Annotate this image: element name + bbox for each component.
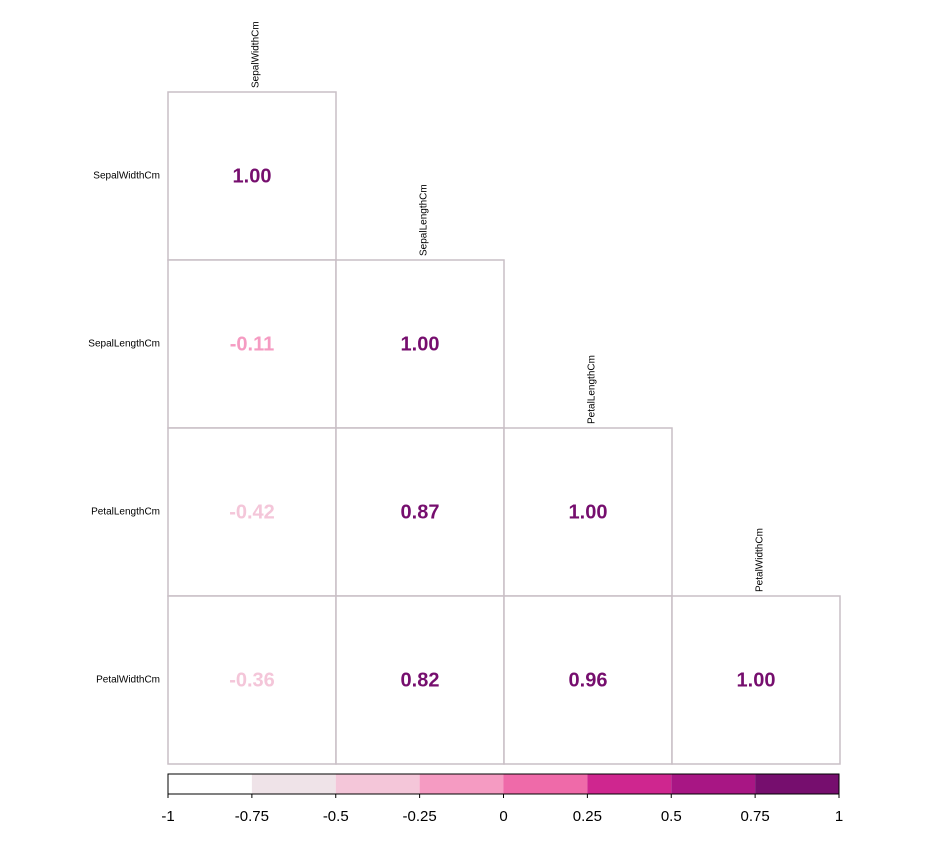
colorbar-tick-label: -1 — [161, 808, 174, 825]
heatmap-cell-petal-length-cm-sepal-length-cm — [335, 427, 505, 597]
cell-value-label: 1.00 — [401, 333, 440, 355]
cell-value-labels: 1.00 -0.11 1.00 -0.42 0.87 1.00 -0.36 0.82 0.96 1… — [229, 165, 775, 691]
colorbar-tick-label: 0.5 — [661, 808, 682, 825]
cell-value-label: 0.82 — [401, 669, 440, 691]
colorbar — [167, 773, 840, 795]
cell-value-label: -0.11 — [230, 333, 274, 355]
colorbar-bin — [503, 774, 588, 794]
cell-value-label: 1.00 — [233, 165, 272, 187]
column-label-petal-length-cm: PetalLengthCm — [587, 355, 598, 424]
heatmap-cell-petal-length-cm-petal-length-cm — [503, 427, 673, 597]
cell-value-label: 0.87 — [401, 501, 440, 523]
colorbar-bin — [587, 774, 672, 794]
row-label-sepal-length-cm: SepalLengthCm — [88, 339, 160, 350]
heatmap-cell-petal-width-cm-sepal-width-cm — [167, 595, 337, 765]
colorbar-bin — [671, 774, 756, 794]
colorbar-tick-label: -0.5 — [323, 808, 349, 825]
heatmap-cell-petal-width-cm-sepal-length-cm — [335, 595, 505, 765]
heatmap-cells — [167, 91, 841, 765]
heatmap-cell-petal-width-cm-petal-width-cm — [671, 595, 841, 765]
colorbar-tick-label: -0.25 — [403, 808, 437, 825]
colorbar-tick-label: 0 — [499, 808, 507, 825]
row-label-petal-length-cm: PetalLengthCm — [91, 507, 160, 518]
colorbar-tick-label: -0.75 — [235, 808, 269, 825]
colorbar-bin — [251, 774, 336, 794]
row-labels: SepalWidthCm SepalLengthCm PetalLengthCm Pe… — [88, 171, 160, 686]
colorbar-bin — [335, 774, 420, 794]
colorbar-tick-label: 1 — [835, 808, 843, 825]
heatmap-cell-petal-width-cm-petal-length-cm — [503, 595, 673, 765]
colorbar-bin — [755, 774, 839, 794]
colorbar-bin — [168, 774, 252, 794]
column-label-sepal-length-cm: SepalLengthCm — [419, 184, 430, 256]
column-labels: SepalWidthCm SepalLengthCm PetalLengthCm Pe… — [251, 21, 766, 592]
row-label-sepal-width-cm: SepalWidthCm — [93, 171, 160, 182]
row-label-petal-width-cm: PetalWidthCm — [96, 675, 160, 686]
colorbar-ticks: -1 -0.75 -0.5 -0.25 0 0.25 0.5 0.75 1 — [161, 794, 843, 825]
heatmap-cell-sepal-length-cm-sepal-length-cm — [335, 259, 505, 429]
cell-value-label: 1.00 — [737, 669, 776, 691]
cell-value-label: -0.42 — [229, 501, 275, 523]
heatmap-cell-sepal-width-cm-sepal-width-cm — [167, 91, 337, 261]
column-label-sepal-width-cm: SepalWidthCm — [251, 21, 262, 88]
cell-value-label: 0.96 — [569, 669, 608, 691]
colorbar-bin — [419, 774, 504, 794]
colorbar-tick-label: 0.25 — [573, 808, 602, 825]
cell-value-label: -0.36 — [229, 669, 275, 691]
heatmap-cell-sepal-length-cm-sepal-width-cm — [167, 259, 337, 429]
cell-value-label: 1.00 — [569, 501, 608, 523]
column-label-petal-width-cm: PetalWidthCm — [755, 528, 766, 592]
colorbar-tick-label: 0.75 — [741, 808, 770, 825]
heatmap-cell-petal-length-cm-sepal-width-cm — [167, 427, 337, 597]
